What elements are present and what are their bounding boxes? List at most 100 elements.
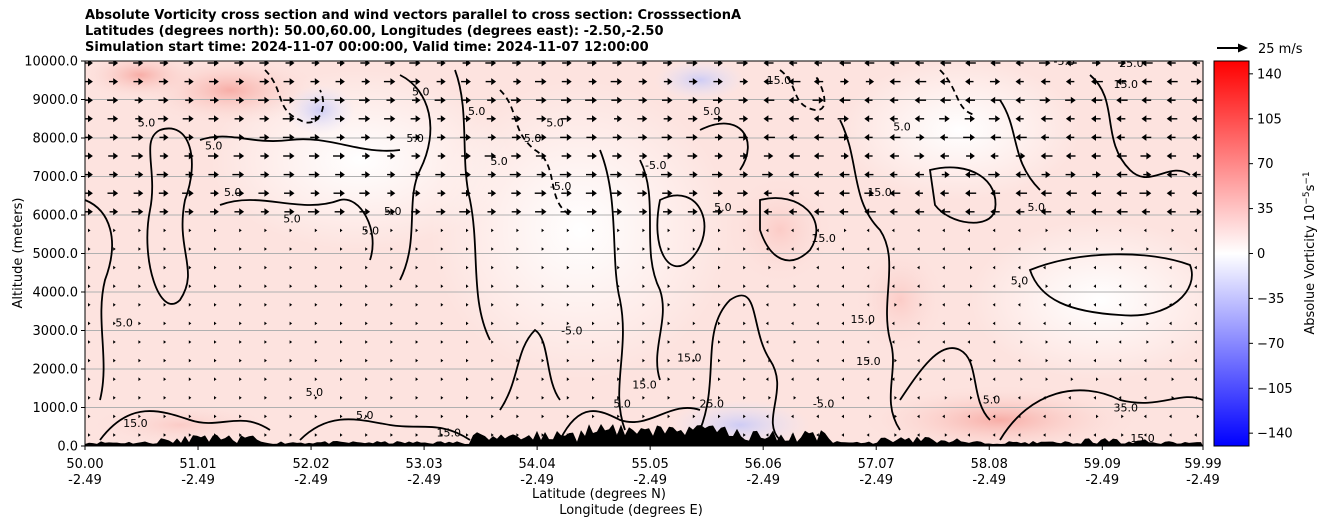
wind-arrow-icon xyxy=(1166,152,1177,160)
wind-arrow-icon xyxy=(233,152,245,160)
wind-arrow-icon xyxy=(743,265,746,270)
wind-arrow-icon xyxy=(841,340,844,344)
wind-arrow-icon xyxy=(743,358,746,363)
wind-arrow-icon xyxy=(841,396,844,400)
wind-arrow-icon xyxy=(992,265,996,270)
wind-arrow-icon xyxy=(415,414,419,419)
wind-arrow-icon xyxy=(365,358,368,363)
wind-arrow-icon xyxy=(816,303,819,307)
wind-arrow-icon xyxy=(516,377,519,381)
wind-arrow-icon xyxy=(1043,321,1046,326)
wind-arrow-icon xyxy=(917,414,920,419)
wind-arrow-icon xyxy=(866,228,870,233)
wind-arrow-icon xyxy=(466,247,469,251)
wind-arrow-icon xyxy=(88,414,91,419)
wind-arrow-icon xyxy=(992,321,996,326)
wind-arrow-icon xyxy=(967,414,970,419)
wind-arrow-icon xyxy=(487,96,497,104)
wind-arrow-icon xyxy=(412,96,421,104)
wind-arrow-icon xyxy=(763,61,774,67)
wind-arrow-icon xyxy=(510,96,522,104)
wind-arrow-icon xyxy=(384,115,396,123)
wind-arrow-icon xyxy=(588,78,597,86)
wind-arrow-icon xyxy=(816,414,819,419)
wind-arrow-icon xyxy=(1171,396,1175,400)
wind-arrow-icon xyxy=(891,265,895,270)
wind-arrow-icon xyxy=(692,247,696,251)
wind-arrow-icon xyxy=(743,414,746,419)
wind-arrow-icon xyxy=(560,96,572,104)
wind-arrow-icon xyxy=(88,247,91,251)
wind-arrow-icon xyxy=(765,284,769,288)
wind-arrow-icon xyxy=(592,247,595,251)
title-line-1: Absolute Vorticity cross section and win… xyxy=(85,8,742,23)
wind-arrow-icon xyxy=(638,133,648,141)
wind-arrow-icon xyxy=(461,152,471,160)
wind-arrow-icon xyxy=(864,115,873,123)
wind-arrow-icon xyxy=(841,265,844,270)
wind-arrow-icon xyxy=(365,340,368,344)
wind-arrow-icon xyxy=(587,61,597,67)
wind-arrow-icon xyxy=(188,340,192,344)
wind-arrow-icon xyxy=(1093,358,1096,363)
wind-arrow-icon xyxy=(289,377,293,381)
wind-arrow-icon xyxy=(692,265,696,270)
wind-arrow-icon xyxy=(586,115,597,123)
wind-arrow-icon xyxy=(1121,433,1124,437)
wind-arrow-icon xyxy=(763,208,772,216)
wind-arrow-icon xyxy=(667,340,671,344)
wind-arrow-icon xyxy=(712,96,723,104)
wind-arrow-icon xyxy=(264,396,267,400)
wind-arrow-icon xyxy=(1194,284,1197,288)
wind-arrow-icon xyxy=(282,115,295,123)
wind-arrow-icon xyxy=(816,340,819,344)
wind-arrow-icon xyxy=(159,152,169,160)
wind-arrow-icon xyxy=(365,433,368,437)
wind-arrow-icon xyxy=(816,433,819,437)
wind-arrow-icon xyxy=(617,358,620,363)
wind-arrow-icon xyxy=(1015,133,1027,141)
wind-arrow-icon xyxy=(234,61,245,67)
wind-arrow-icon xyxy=(839,171,850,179)
wind-arrow-icon xyxy=(511,133,522,141)
wind-arrow-icon xyxy=(1068,340,1071,344)
wind-arrow-icon xyxy=(813,208,825,216)
wind-arrow-icon xyxy=(289,340,293,344)
wind-arrow-icon xyxy=(942,358,945,363)
wind-arrow-icon xyxy=(1166,171,1178,179)
wind-arrow-icon xyxy=(763,189,772,197)
wind-arrow-icon xyxy=(736,61,749,67)
wind-arrow-icon xyxy=(210,189,219,197)
contour-line xyxy=(639,159,664,381)
contour-label: 5.0 xyxy=(356,409,374,422)
wind-arrow-icon xyxy=(541,321,545,326)
wind-arrow-icon xyxy=(1040,78,1051,86)
wind-arrow-icon xyxy=(990,96,1002,104)
wind-arrow-icon xyxy=(561,78,572,86)
wind-arrow-icon xyxy=(131,152,144,160)
wind-arrow-icon xyxy=(385,208,396,216)
wind-arrow-icon xyxy=(511,189,522,197)
wind-arrow-icon xyxy=(440,358,444,363)
wind-arrow-icon xyxy=(662,189,673,197)
colorbar-tick-label: −140 xyxy=(1257,427,1293,442)
x-tick-label-lon: -2.49 xyxy=(181,473,215,488)
wind-arrow-icon xyxy=(487,208,497,216)
wind-arrow-icon xyxy=(692,340,696,344)
wind-arrow-icon xyxy=(592,340,595,344)
wind-arrow-icon xyxy=(1194,228,1197,233)
wind-arrow-icon xyxy=(461,96,471,104)
wind-arrow-icon xyxy=(365,265,368,270)
contour-label: 15.0 xyxy=(867,186,892,199)
wind-arrow-icon xyxy=(617,284,620,288)
wind-arrow-icon xyxy=(617,414,620,419)
wind-arrow-icon xyxy=(131,208,144,216)
wind-arrow-icon xyxy=(188,265,192,270)
wind-arrow-icon xyxy=(1068,414,1071,419)
wind-arrow-icon xyxy=(965,78,974,86)
wind-arrow-icon xyxy=(210,96,219,104)
wind-arrow-icon xyxy=(866,284,870,288)
wind-arrow-icon xyxy=(260,171,270,179)
wind-arrow-icon xyxy=(1040,133,1049,141)
wind-arrow-icon xyxy=(592,377,595,381)
